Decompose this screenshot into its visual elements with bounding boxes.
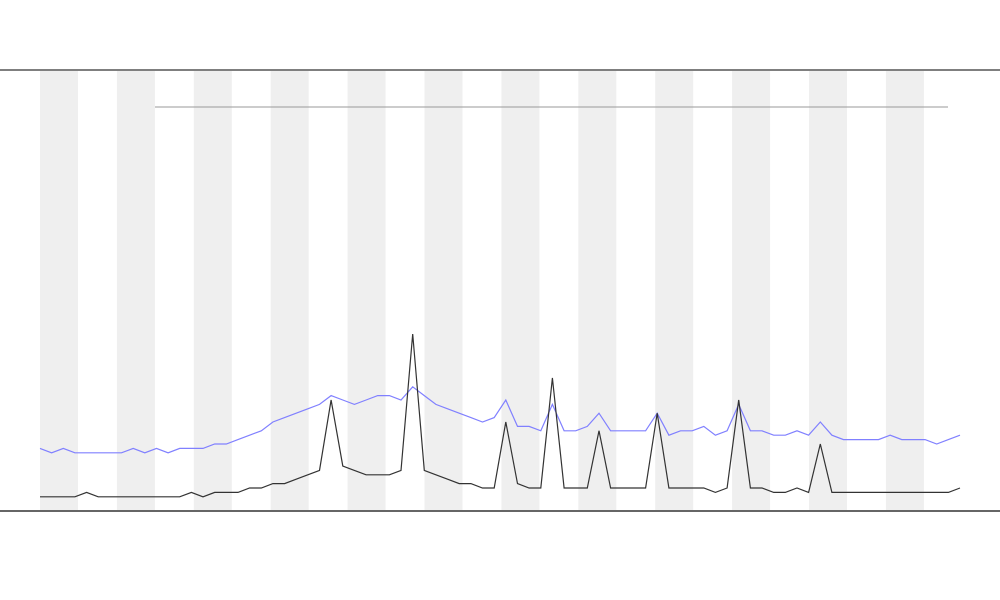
shaded-band <box>809 71 847 510</box>
shaded-band <box>424 71 463 510</box>
shaded-band <box>40 71 78 510</box>
shaded-band <box>116 71 155 510</box>
shaded-band <box>885 71 924 510</box>
shaded-band <box>270 71 309 510</box>
shaded-band <box>193 71 232 510</box>
shaded-band <box>732 71 771 510</box>
shaded-band <box>347 71 386 510</box>
series-line <box>40 333 961 498</box>
shaded-band <box>655 71 694 510</box>
shaded-band <box>578 71 617 510</box>
shaded-band <box>501 71 540 510</box>
series-line <box>39 385 961 454</box>
background-bands <box>40 71 924 510</box>
